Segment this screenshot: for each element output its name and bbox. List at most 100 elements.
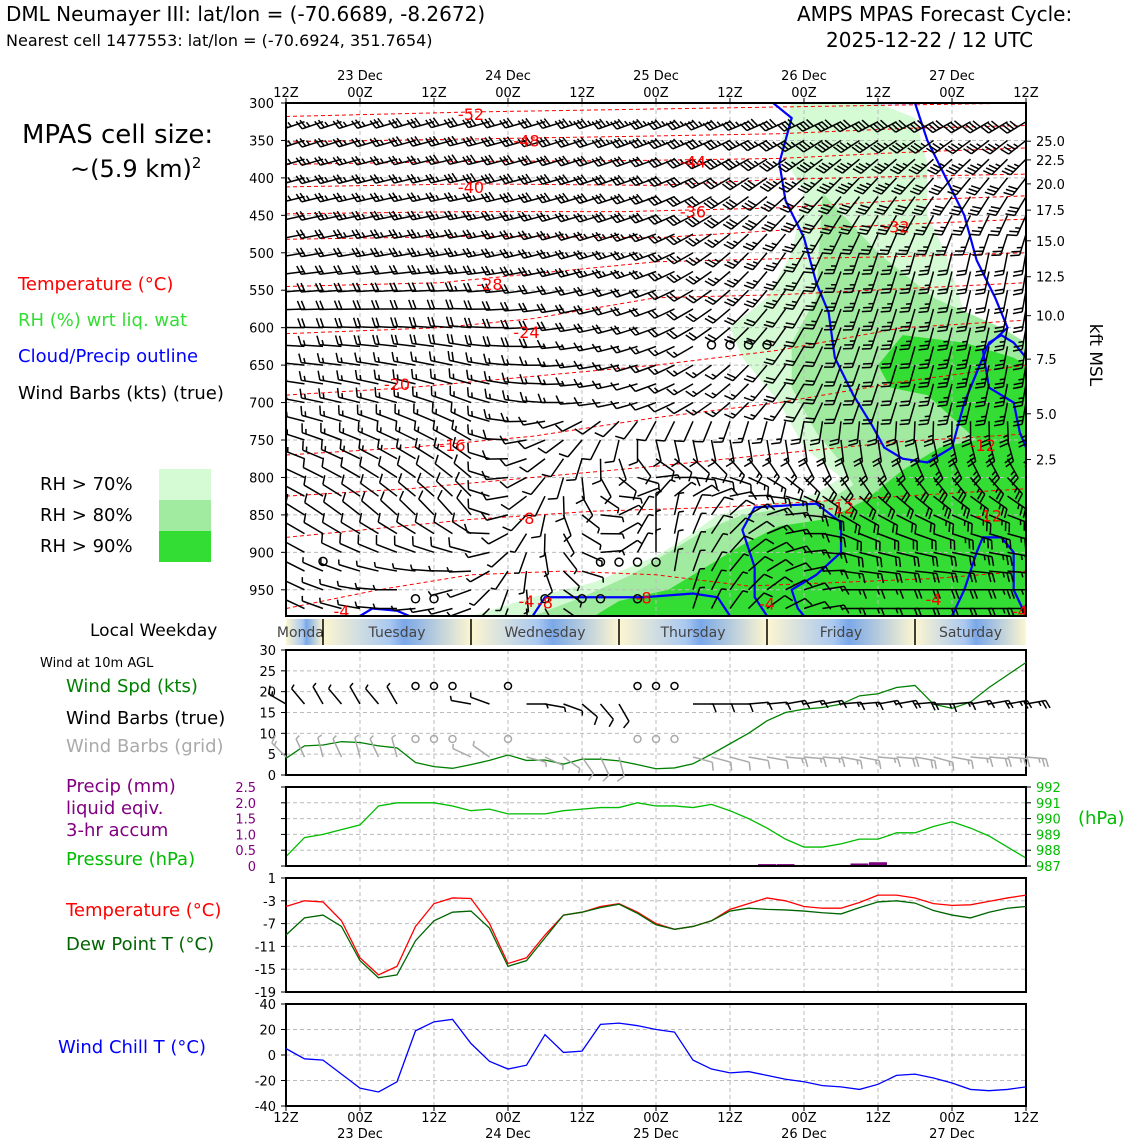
barb-flag: [900, 362, 911, 366]
wind-barb: [573, 268, 601, 279]
barb-half-flag: [428, 565, 432, 572]
barb-flag: [665, 141, 674, 150]
barb-half-flag: [305, 195, 310, 201]
barb-half-flag: [638, 253, 644, 259]
barb-flag: [517, 285, 524, 295]
barb-half-flag: [409, 607, 413, 613]
barb-flag: [1009, 206, 1019, 210]
barb-flag: [628, 365, 636, 374]
barb-flag: [666, 407, 675, 415]
barb-flag: [728, 198, 738, 206]
pressure-tick-label: 450: [249, 209, 274, 224]
wind-barb: [295, 192, 324, 203]
barb-staff: [291, 688, 306, 705]
barb-staff: [433, 521, 453, 535]
barb-flag: [632, 288, 640, 297]
barb-flag: [618, 478, 627, 487]
barb-flag: [722, 223, 732, 230]
barb-staff: [581, 570, 604, 579]
barb-flag: [351, 229, 358, 239]
barb-flag: [688, 179, 696, 187]
barb-staff: [338, 585, 361, 591]
barb-flag: [803, 327, 814, 330]
barb-flag: [1048, 573, 1051, 582]
calm-circle-true: [429, 681, 439, 691]
barb-half-flag: [372, 603, 376, 609]
wind-barb: [575, 477, 586, 505]
barb-flag: [701, 494, 712, 497]
barb-staff: [369, 738, 380, 758]
barb-flag: [316, 335, 321, 345]
isotherm-label: -12: [970, 436, 996, 455]
barb-flag: [721, 183, 731, 191]
wind-barb: [418, 490, 435, 516]
wind-barb: [722, 196, 749, 211]
barb-flag: [374, 264, 380, 274]
barb-flag: [929, 145, 938, 152]
forecast-cycle-date: 2025-12-22 / 12 UTC: [826, 28, 1034, 52]
wind-barb: [462, 247, 490, 258]
barb-flag: [429, 368, 433, 379]
barb-flag: [848, 442, 858, 447]
barb-flag: [467, 461, 470, 471]
barb-flag: [910, 123, 919, 131]
barb-flag: [803, 421, 814, 424]
wind-barb: [353, 334, 379, 348]
wind-barb: [628, 383, 657, 393]
wind-barb: [850, 119, 879, 133]
barb-flag: [972, 205, 982, 210]
barb-staff: [286, 271, 287, 273]
barb-flag: [297, 318, 302, 328]
barb-half-flag: [287, 176, 292, 183]
wind-barb: [742, 233, 768, 251]
barb-half-flag: [454, 285, 458, 292]
barb-flag: [595, 138, 603, 147]
barb-flag: [338, 317, 343, 328]
barb-flag: [913, 208, 924, 213]
barb-flag: [388, 211, 395, 221]
barb-flag: [521, 174, 529, 184]
wind-barb: [710, 458, 728, 484]
barb-flag: [1012, 292, 1023, 296]
barb-staff: [729, 571, 744, 591]
isotherm-label: -12: [976, 507, 1002, 526]
barb-half-flag: [742, 571, 749, 575]
wind-barb: [961, 421, 972, 448]
barb-staff: [729, 517, 747, 535]
wind-barb: [464, 334, 490, 348]
barb-flag: [822, 183, 832, 189]
barb-flag: [805, 398, 815, 401]
barb-staff: [692, 531, 702, 553]
barb-flag: [563, 535, 572, 543]
barb-flag: [880, 557, 883, 568]
barb-flag: [1048, 590, 1051, 599]
barb-flag: [443, 211, 451, 221]
barb-flag: [338, 335, 343, 346]
barb-half-flag: [995, 163, 1001, 167]
barb-flag: [397, 473, 403, 483]
wind-barb: [314, 229, 342, 240]
barb-flag: [704, 411, 714, 418]
wind-barb: [430, 385, 453, 404]
wind-barb: [377, 438, 398, 460]
barb-flag: [333, 265, 339, 275]
barb-flag: [877, 163, 887, 170]
barb-flag: [577, 323, 584, 332]
wind-barb: [499, 211, 527, 222]
barb-flag: [975, 404, 985, 408]
barb-flag: [466, 247, 473, 257]
wind-barb: [452, 743, 472, 758]
barb-half-flag: [1002, 608, 1006, 614]
barb-half-flag: [312, 682, 317, 688]
wind-barb: [541, 458, 565, 478]
barb-flag: [880, 422, 891, 425]
barb-half-flag: [354, 734, 360, 739]
barb-flag: [391, 351, 395, 362]
wind-barb: [721, 139, 749, 151]
barb-flag: [1003, 146, 1013, 153]
barb-half-flag: [1021, 434, 1026, 439]
barb-flag: [393, 299, 399, 310]
wind-barb: [771, 421, 787, 445]
barb-flag: [969, 589, 975, 599]
barb-half-flag: [962, 378, 968, 381]
